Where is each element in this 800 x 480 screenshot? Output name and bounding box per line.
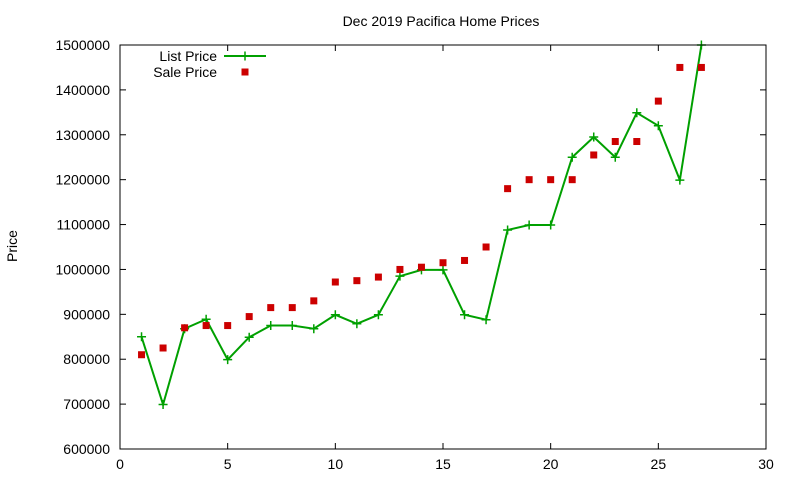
series-1-point-4 (224, 322, 232, 330)
y-tick-label-1300000: 1300000 (55, 127, 110, 143)
series-1-point-5 (245, 313, 253, 321)
series-0-point-7 (287, 321, 297, 331)
series-0-point-23 (632, 108, 642, 118)
series-0-point-16 (481, 315, 491, 325)
series-1-point-26 (697, 63, 705, 71)
series-1-point-14 (439, 259, 447, 267)
legend-label-sale-price: Sale Price (153, 64, 217, 80)
series-layer (137, 40, 706, 410)
tick-labels: 0 5 10 15 20 25 30 600000 700000 800000 900000 1000… (55, 37, 774, 472)
series-0-point-24 (653, 121, 663, 131)
series-1-point-23 (633, 138, 641, 146)
series-1-point-22 (611, 138, 619, 146)
series-1-point-7 (288, 304, 296, 312)
x-tick-label-20: 20 (543, 456, 559, 472)
series-1-point-24 (654, 97, 662, 105)
series-1-point-11 (374, 273, 382, 281)
series-0-point-22 (610, 152, 620, 162)
series-0-point-14 (438, 265, 448, 275)
series-1-point-6 (267, 304, 275, 312)
y-tick-label-900000: 900000 (63, 306, 110, 322)
y-tick-label-800000: 800000 (63, 351, 110, 367)
legend-key-sale-price (241, 68, 249, 76)
series-1-point-0 (138, 351, 146, 359)
series-1-point-25 (676, 63, 684, 71)
series-1-point-9 (331, 278, 339, 286)
series-0-point-0 (137, 332, 147, 342)
series-0-point-8 (309, 324, 319, 334)
series-0-point-4 (223, 355, 233, 365)
series-1-point-17 (504, 185, 512, 193)
legend-key-list-price (224, 51, 266, 61)
y-axis-label: Price (4, 230, 20, 262)
y-tick-label-1100000: 1100000 (57, 217, 111, 233)
series-0-point-10 (352, 319, 362, 329)
series-1 (138, 63, 705, 359)
series-0-line (140, 44, 703, 409)
y-tick-label-1000000: 1000000 (55, 261, 110, 277)
series-1-point-8 (310, 297, 318, 305)
series-1-point-12 (396, 265, 404, 273)
series-0 (137, 40, 706, 410)
x-tick-label-15: 15 (435, 456, 451, 472)
series-1-point-16 (482, 243, 490, 251)
series-0-point-15 (460, 310, 470, 320)
legend-sale-price-marker (241, 68, 249, 76)
series-1-point-15 (461, 256, 469, 264)
y-tick-label-600000: 600000 (63, 441, 110, 457)
series-0-point-21 (589, 132, 599, 142)
series-0-point-20 (567, 152, 577, 162)
series-1-point-20 (568, 176, 576, 184)
chart-title: Dec 2019 Pacifica Home Prices (343, 13, 540, 29)
y-tick-label-1500000: 1500000 (55, 37, 110, 53)
series-1-point-19 (547, 176, 555, 184)
series-1-point-18 (525, 176, 533, 184)
series-1-point-2 (181, 324, 189, 332)
plot-frame (119, 44, 767, 450)
legend: List Price Sale Price (153, 48, 266, 80)
series-1-point-1 (159, 344, 167, 352)
y-tick-label-1200000: 1200000 (55, 172, 110, 188)
y-tick-label-700000: 700000 (63, 396, 110, 412)
x-tick-label-5: 5 (224, 456, 232, 472)
legend-label-list-price: List Price (159, 48, 217, 64)
series-0-point-17 (503, 225, 513, 235)
y-tick-label-1400000: 1400000 (55, 82, 110, 98)
series-0-point-25 (675, 175, 685, 185)
series-1-point-10 (353, 277, 361, 285)
series-1-point-13 (417, 263, 425, 271)
series-0-point-19 (546, 220, 556, 230)
x-tick-label-0: 0 (116, 456, 124, 472)
series-1-point-21 (590, 151, 598, 159)
series-0-point-18 (524, 220, 534, 230)
series-0-point-6 (266, 321, 276, 331)
series-1-point-3 (202, 322, 210, 330)
axis-ticks (119, 44, 767, 450)
series-0-point-9 (330, 310, 340, 320)
x-tick-label-10: 10 (328, 456, 344, 472)
x-tick-label-30: 30 (758, 456, 774, 472)
x-tick-label-25: 25 (651, 456, 667, 472)
series-0-point-1 (158, 400, 168, 410)
series-0-point-5 (244, 332, 254, 342)
series-0-point-11 (373, 310, 383, 320)
series-0-point-12 (395, 271, 405, 281)
legend-list-price-marker (240, 51, 250, 61)
